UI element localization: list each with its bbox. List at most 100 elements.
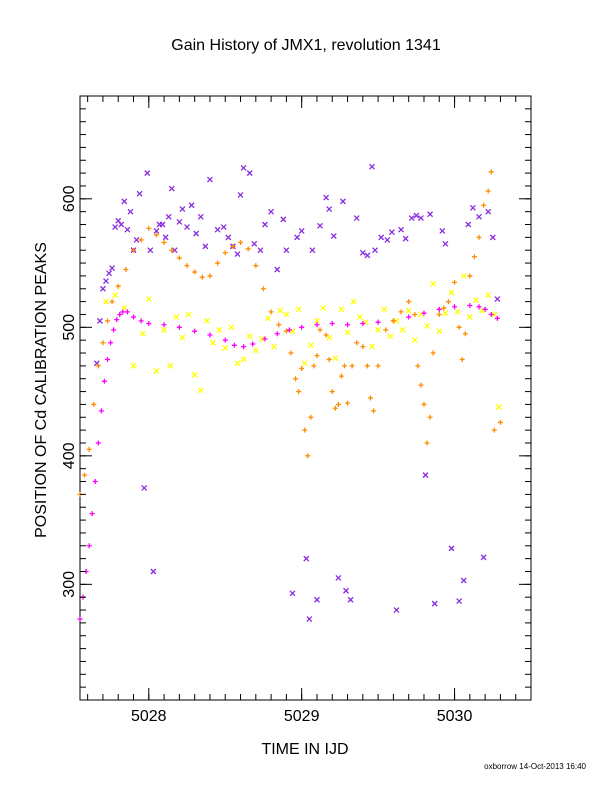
series-3 xyxy=(77,169,503,497)
data-point xyxy=(115,283,121,289)
data-point xyxy=(153,232,159,238)
data-point xyxy=(289,590,296,597)
series-1 xyxy=(103,272,502,410)
data-point xyxy=(359,249,366,256)
data-point xyxy=(406,314,412,320)
data-point xyxy=(326,356,332,362)
data-point xyxy=(101,378,107,384)
data-point xyxy=(459,356,465,362)
data-point xyxy=(197,387,204,394)
data-point xyxy=(176,324,182,330)
data-point xyxy=(445,299,451,305)
data-point xyxy=(436,311,442,317)
data-point xyxy=(482,306,488,312)
y-axis-label: POSITION OF Cd CALIBRATION PEAKS xyxy=(33,242,50,538)
data-point xyxy=(430,350,436,356)
data-point xyxy=(398,226,405,233)
data-point xyxy=(257,247,264,254)
data-point xyxy=(439,227,446,234)
data-point xyxy=(329,320,335,326)
data-point xyxy=(237,191,244,198)
data-point xyxy=(405,307,412,314)
data-point xyxy=(384,236,391,243)
data-point xyxy=(145,296,152,303)
data-point xyxy=(124,309,130,315)
data-point xyxy=(367,395,373,401)
data-point xyxy=(118,221,125,228)
data-point xyxy=(92,479,98,485)
data-point xyxy=(307,342,314,349)
data-point xyxy=(277,307,284,314)
data-point xyxy=(159,221,166,228)
data-point xyxy=(214,226,221,233)
data-point xyxy=(494,315,500,321)
x-tick-label: 5030 xyxy=(437,708,473,725)
data-point xyxy=(146,225,152,231)
data-point xyxy=(202,243,209,250)
data-point xyxy=(271,343,278,350)
data-point xyxy=(302,427,308,433)
data-point xyxy=(398,309,404,315)
data-point xyxy=(417,215,424,222)
data-point xyxy=(86,543,92,549)
plot-frame xyxy=(79,95,532,701)
data-point xyxy=(456,324,462,330)
data-point xyxy=(215,260,221,266)
data-point xyxy=(326,206,333,213)
data-point xyxy=(436,306,442,312)
data-point xyxy=(345,322,351,328)
data-point xyxy=(262,336,268,342)
x-axis-label: TIME IN IJD xyxy=(261,741,348,758)
data-point xyxy=(288,350,294,356)
y-tick-label: 600 xyxy=(61,185,78,212)
data-point xyxy=(427,414,433,420)
series-0 xyxy=(93,163,501,622)
data-point xyxy=(465,221,472,228)
data-point xyxy=(274,331,280,337)
data-point xyxy=(442,310,449,317)
data-point xyxy=(225,234,232,241)
data-point xyxy=(415,363,421,369)
data-point xyxy=(139,330,146,337)
data-point xyxy=(123,266,129,272)
data-point xyxy=(314,322,320,328)
data-point xyxy=(430,280,437,287)
data-point xyxy=(422,472,429,479)
data-point xyxy=(338,306,345,313)
data-point xyxy=(347,596,354,603)
data-point xyxy=(402,235,409,242)
data-point xyxy=(371,408,377,414)
data-point xyxy=(167,362,174,369)
data-point xyxy=(381,306,388,313)
x-tick-label: 5029 xyxy=(284,708,320,725)
data-point xyxy=(375,363,381,369)
data-point xyxy=(105,318,111,324)
data-point xyxy=(356,314,363,320)
data-point xyxy=(303,555,310,562)
y-tick-label: 300 xyxy=(61,571,78,598)
data-point xyxy=(497,419,503,425)
data-point xyxy=(494,296,501,303)
data-point xyxy=(146,320,152,326)
data-point xyxy=(192,328,198,334)
data-point xyxy=(326,334,333,341)
data-point xyxy=(436,328,443,335)
data-point xyxy=(117,311,123,317)
data-point xyxy=(216,326,223,333)
data-point xyxy=(206,176,213,183)
data-point xyxy=(421,310,427,316)
data-point xyxy=(413,212,420,219)
data-point xyxy=(250,341,256,347)
data-point xyxy=(258,335,265,342)
data-point xyxy=(471,254,477,260)
data-point xyxy=(448,289,455,296)
data-point xyxy=(286,327,292,333)
data-point xyxy=(203,317,210,324)
data-point xyxy=(431,600,438,607)
data-point xyxy=(364,363,370,369)
data-point xyxy=(467,302,473,308)
data-point xyxy=(305,453,311,459)
data-point xyxy=(234,360,241,367)
data-point xyxy=(176,255,182,261)
data-point xyxy=(133,236,140,243)
